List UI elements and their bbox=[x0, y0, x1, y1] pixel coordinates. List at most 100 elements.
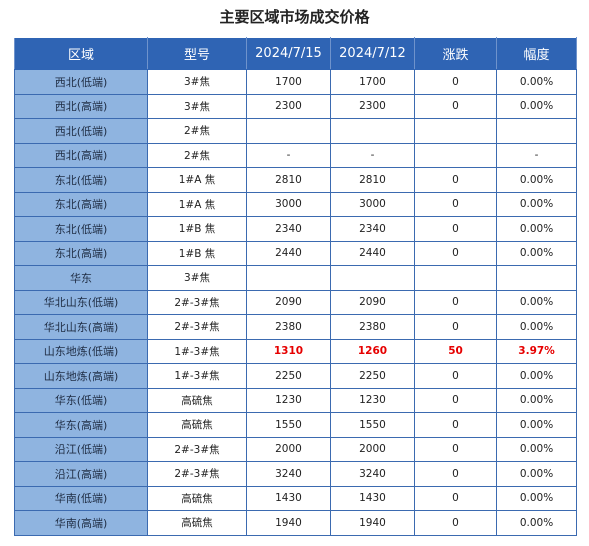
table-row: 西北(高端) 2#焦 - - - bbox=[14, 142, 577, 168]
table-row: 沿江(低端) 2#-3#焦 2000 2000 0 0.00% bbox=[14, 436, 577, 462]
cell-percent: 0.00% bbox=[496, 436, 577, 462]
cell-price-date-2: 2440 bbox=[330, 240, 415, 266]
cell-price-date-2: 1260 bbox=[330, 338, 415, 364]
cell-change: 0 bbox=[414, 510, 497, 536]
cell-type: 高硫焦 bbox=[147, 412, 247, 438]
cell-change: 0 bbox=[414, 387, 497, 413]
table-row: 西北(低端) 3#焦 1700 1700 0 0.00% bbox=[14, 69, 577, 95]
cell-price-date-1: 1940 bbox=[246, 510, 331, 536]
cell-price-date-1: 3000 bbox=[246, 191, 331, 217]
table-row: 华南(高端) 高硫焦 1940 1940 0 0.00% bbox=[14, 510, 577, 536]
table-row: 山东地炼(高端) 1#-3#焦 2250 2250 0 0.00% bbox=[14, 363, 577, 389]
page-title: 主要区域市场成交价格 bbox=[219, 8, 370, 26]
cell-type: 2#-3#焦 bbox=[147, 461, 247, 487]
cell-change: 0 bbox=[414, 69, 497, 95]
cell-type: 1#B 焦 bbox=[147, 216, 247, 242]
cell-region: 东北(低端) bbox=[14, 216, 148, 242]
table-row: 华东(低端) 高硫焦 1230 1230 0 0.00% bbox=[14, 387, 577, 413]
cell-percent: 0.00% bbox=[496, 461, 577, 487]
cell-region: 西北(高端) bbox=[14, 93, 148, 119]
table-row: 华东(高端) 高硫焦 1550 1550 0 0.00% bbox=[14, 412, 577, 438]
cell-price-date-1: 2380 bbox=[246, 314, 331, 340]
cell-price-date-2: 3000 bbox=[330, 191, 415, 217]
cell-type: 2#-3#焦 bbox=[147, 289, 247, 315]
cell-percent: 0.00% bbox=[496, 387, 577, 413]
cell-percent: 0.00% bbox=[496, 93, 577, 119]
cell-change bbox=[414, 265, 497, 291]
cell-price-date-1: 2440 bbox=[246, 240, 331, 266]
cell-type: 高硫焦 bbox=[147, 510, 247, 536]
cell-percent: 0.00% bbox=[496, 191, 577, 217]
cell-price-date-2: 1230 bbox=[330, 387, 415, 413]
cell-region: 华东 bbox=[14, 265, 148, 291]
cell-change: 0 bbox=[414, 289, 497, 315]
cell-change: 0 bbox=[414, 436, 497, 462]
cell-change: 0 bbox=[414, 93, 497, 119]
table-row: 沿江(高端) 2#-3#焦 3240 3240 0 0.00% bbox=[14, 461, 577, 487]
cell-region: 华东(高端) bbox=[14, 412, 148, 438]
cell-price-date-1: 3240 bbox=[246, 461, 331, 487]
cell-price-date-2: 1550 bbox=[330, 412, 415, 438]
cell-price-date-1: 2300 bbox=[246, 93, 331, 119]
table-row: 山东地炼(低端) 1#-3#焦 1310 1260 50 3.97% bbox=[14, 338, 577, 364]
cell-region: 沿江(高端) bbox=[14, 461, 148, 487]
cell-change: 0 bbox=[414, 191, 497, 217]
cell-percent: 3.97% bbox=[496, 338, 577, 364]
cell-price-date-2: 2810 bbox=[330, 167, 415, 193]
cell-price-date-1: 1550 bbox=[246, 412, 331, 438]
cell-change: 0 bbox=[414, 240, 497, 266]
cell-change: 0 bbox=[414, 314, 497, 340]
cell-region: 华北山东(高端) bbox=[14, 314, 148, 340]
cell-price-date-2: 2300 bbox=[330, 93, 415, 119]
table-row: 东北(高端) 1#A 焦 3000 3000 0 0.00% bbox=[14, 191, 577, 217]
cell-type: 2#-3#焦 bbox=[147, 436, 247, 462]
table-row: 华北山东(高端) 2#-3#焦 2380 2380 0 0.00% bbox=[14, 314, 577, 340]
cell-price-date-1: 2250 bbox=[246, 363, 331, 389]
cell-type: 1#-3#焦 bbox=[147, 338, 247, 364]
header-percent: 幅度 bbox=[496, 37, 577, 70]
cell-price-date-2 bbox=[330, 265, 415, 291]
cell-percent: 0.00% bbox=[496, 314, 577, 340]
cell-price-date-2: 2340 bbox=[330, 216, 415, 242]
cell-price-date-1: 2000 bbox=[246, 436, 331, 462]
cell-percent: 0.00% bbox=[496, 240, 577, 266]
cell-price-date-2: 1940 bbox=[330, 510, 415, 536]
table-row: 华南(低端) 高硫焦 1430 1430 0 0.00% bbox=[14, 485, 577, 511]
cell-change: 0 bbox=[414, 167, 497, 193]
table-row: 西北(低端) 2#焦 bbox=[14, 118, 577, 144]
cell-type: 3#焦 bbox=[147, 69, 247, 95]
header-date-2: 2024/7/12 bbox=[330, 37, 415, 70]
table-row: 东北(高端) 1#B 焦 2440 2440 0 0.00% bbox=[14, 240, 577, 266]
cell-price-date-1: 1430 bbox=[246, 485, 331, 511]
cell-region: 西北(高端) bbox=[14, 142, 148, 168]
cell-price-date-2: 2000 bbox=[330, 436, 415, 462]
cell-type: 1#A 焦 bbox=[147, 191, 247, 217]
table-row: 东北(低端) 1#B 焦 2340 2340 0 0.00% bbox=[14, 216, 577, 242]
cell-region: 山东地炼(高端) bbox=[14, 363, 148, 389]
table-header: 区域 型号 2024/7/15 2024/7/12 涨跌 幅度 bbox=[14, 37, 577, 70]
cell-percent: 0.00% bbox=[496, 510, 577, 536]
cell-price-date-1: 2810 bbox=[246, 167, 331, 193]
cell-region: 华南(高端) bbox=[14, 510, 148, 536]
cell-price-date-2: 1700 bbox=[330, 69, 415, 95]
cell-price-date-2 bbox=[330, 118, 415, 144]
cell-region: 沿江(低端) bbox=[14, 436, 148, 462]
cell-price-date-1: 1230 bbox=[246, 387, 331, 413]
cell-type: 3#焦 bbox=[147, 265, 247, 291]
cell-price-date-1: 1700 bbox=[246, 69, 331, 95]
cell-region: 华南(低端) bbox=[14, 485, 148, 511]
header-region: 区域 bbox=[14, 37, 148, 70]
cell-change: 0 bbox=[414, 485, 497, 511]
header-date-1: 2024/7/15 bbox=[246, 37, 331, 70]
cell-type: 高硫焦 bbox=[147, 485, 247, 511]
cell-type: 1#-3#焦 bbox=[147, 363, 247, 389]
table-row: 西北(高端) 3#焦 2300 2300 0 0.00% bbox=[14, 93, 577, 119]
cell-price-date-2: 2090 bbox=[330, 289, 415, 315]
cell-price-date-2: 1430 bbox=[330, 485, 415, 511]
table-row: 华北山东(低端) 2#-3#焦 2090 2090 0 0.00% bbox=[14, 289, 577, 315]
cell-price-date-1 bbox=[246, 265, 331, 291]
cell-type: 高硫焦 bbox=[147, 387, 247, 413]
cell-change: 0 bbox=[414, 363, 497, 389]
cell-price-date-2: 2380 bbox=[330, 314, 415, 340]
cell-price-date-1: 1310 bbox=[246, 338, 331, 364]
